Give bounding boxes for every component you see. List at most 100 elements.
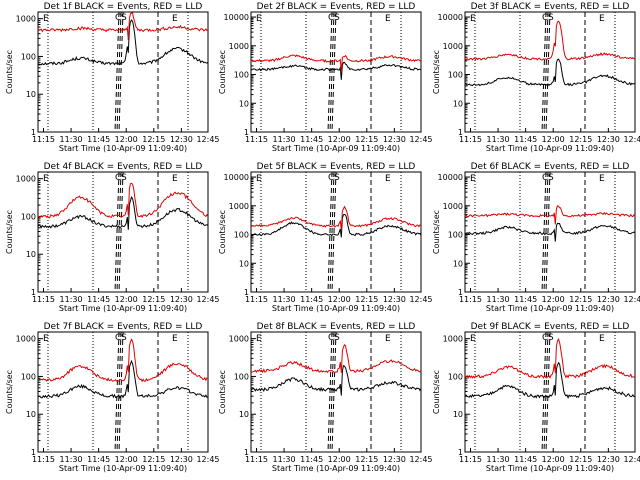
marker-s: S [548, 13, 554, 23]
dashed-ref-line [114, 171, 120, 293]
lld-series-line [37, 12, 209, 40]
x-tick-label: 11:30 [487, 135, 510, 144]
x-tick-label: 11:30 [487, 295, 510, 304]
panel-title: Det 8f BLACK = Events, RED = LLD [257, 322, 416, 332]
x-tick-label: 12:45 [623, 455, 640, 464]
dashed-ref-line [329, 11, 335, 133]
y-tick-label: 100 [21, 372, 36, 381]
events-series-line [37, 195, 209, 230]
dashed-ref-line [331, 331, 337, 453]
dashed-ref-line [543, 171, 549, 293]
y-tick-label: 100 [234, 372, 249, 381]
y-tick-label: 100 [448, 71, 463, 80]
y-tick-label: 1 [244, 128, 249, 137]
marker-e-right: E [599, 174, 605, 184]
y-tick-label: 10 [239, 410, 249, 419]
plot-frame [250, 171, 422, 293]
y-tick-label: 10 [453, 410, 463, 419]
x-axis-label: Start Time (10-Apr-09 11:09:40) [272, 304, 400, 313]
dashed-ref-line [541, 331, 547, 453]
dashed-ref-line [541, 11, 547, 133]
marker-e-left: E [470, 174, 476, 184]
marker-c: C [328, 13, 334, 23]
detector-panel: Det 1f BLACK = Events, RED = LLD 1 10 100 10… [5, 2, 220, 153]
marker-s: S [121, 173, 127, 183]
plot-frame [250, 331, 422, 453]
detector-panel: Det 9f BLACK = Events, RED = LLD 1 10 100 10… [432, 322, 640, 473]
x-tick-label: 11:15 [32, 295, 55, 304]
dashed-ref-line [327, 331, 333, 453]
dashed-ref-line [329, 331, 335, 453]
y-axis-label: Counts/sec [218, 50, 227, 94]
x-tick-label: 12:30 [597, 135, 620, 144]
marker-e-left: E [470, 334, 476, 344]
y-tick-label: 10 [26, 410, 36, 419]
plot-frame [37, 331, 209, 453]
marker-e-left: E [43, 334, 49, 344]
x-tick-label: 12:30 [597, 295, 620, 304]
x-tick-label: 11:15 [459, 135, 482, 144]
x-tick-label: 12:45 [196, 455, 219, 464]
y-tick-label: 1000 [16, 15, 36, 24]
x-tick-label: 11:45 [514, 295, 537, 304]
y-tick-label: 1000 [229, 202, 249, 211]
detector-panel: Det 6f BLACK = Events, RED = LLD 1 10 100 10… [432, 162, 640, 313]
marker-c: C [328, 173, 334, 183]
x-tick-label: 11:45 [87, 455, 110, 464]
x-tick-label: 11:45 [300, 455, 323, 464]
marker-s: S [334, 13, 340, 23]
y-tick-label: 10000 [224, 13, 249, 22]
dashed-ref-line [543, 11, 549, 133]
y-tick-label: 100 [448, 231, 463, 240]
dashed-ref-line [116, 11, 122, 133]
marker-e-left: E [470, 14, 476, 24]
marker-c: C [328, 333, 334, 343]
x-tick-label: 12:30 [170, 455, 193, 464]
x-axis-label: Start Time (10-Apr-09 11:09:40) [272, 464, 400, 473]
x-axis-label: Start Time (10-Apr-09 11:09:40) [486, 304, 614, 313]
events-series-line [250, 213, 422, 238]
marker-e-right: E [599, 14, 605, 24]
x-tick-label: 11:30 [273, 135, 296, 144]
x-tick-label: 12:15 [355, 455, 378, 464]
detector-panel: Det 2f BLACK = Events, RED = LLD 1 10 100 10… [218, 2, 433, 153]
x-tick-label: 11:45 [514, 455, 537, 464]
plot-frame [464, 11, 636, 133]
x-tick-label: 12:00 [115, 455, 138, 464]
dashed-ref-line [327, 171, 333, 293]
x-axis-label: Start Time (10-Apr-09 11:09:40) [59, 304, 187, 313]
dashed-ref-line [114, 331, 120, 453]
panel-title: Det 5f BLACK = Events, RED = LLD [257, 162, 416, 172]
lld-series-line [464, 205, 636, 225]
y-tick-label: 100 [448, 372, 463, 381]
dashed-ref-line [543, 331, 549, 453]
x-tick-label: 11:30 [60, 455, 83, 464]
x-tick-label: 11:15 [245, 455, 268, 464]
y-tick-label: 1 [244, 288, 249, 297]
panel-title: Det 6f BLACK = Events, RED = LLD [471, 162, 630, 172]
x-tick-label: 12:45 [623, 295, 640, 304]
y-tick-label: 1000 [229, 42, 249, 51]
lld-series-line [250, 343, 422, 374]
x-tick-label: 11:45 [300, 295, 323, 304]
y-tick-label: 10000 [438, 13, 463, 22]
marker-e-right: E [385, 334, 391, 344]
x-tick-label: 12:15 [569, 455, 592, 464]
x-axis-label: Start Time (10-Apr-09 11:09:40) [272, 144, 400, 153]
y-tick-label: 1000 [16, 175, 36, 184]
y-tick-label: 10000 [438, 173, 463, 182]
marker-s: S [334, 173, 340, 183]
events-series-line [37, 359, 209, 399]
lld-series-line [464, 337, 636, 379]
x-tick-label: 12:30 [597, 455, 620, 464]
marker-e-right: E [172, 334, 178, 344]
x-tick-label: 12:45 [409, 295, 432, 304]
x-tick-label: 11:15 [245, 135, 268, 144]
y-axis-label: Counts/sec [432, 210, 441, 254]
x-tick-label: 12:15 [142, 455, 165, 464]
marker-s: S [334, 333, 340, 343]
dashed-ref-line [116, 331, 122, 453]
marker-c: C [115, 333, 121, 343]
y-tick-label: 1 [244, 448, 249, 457]
